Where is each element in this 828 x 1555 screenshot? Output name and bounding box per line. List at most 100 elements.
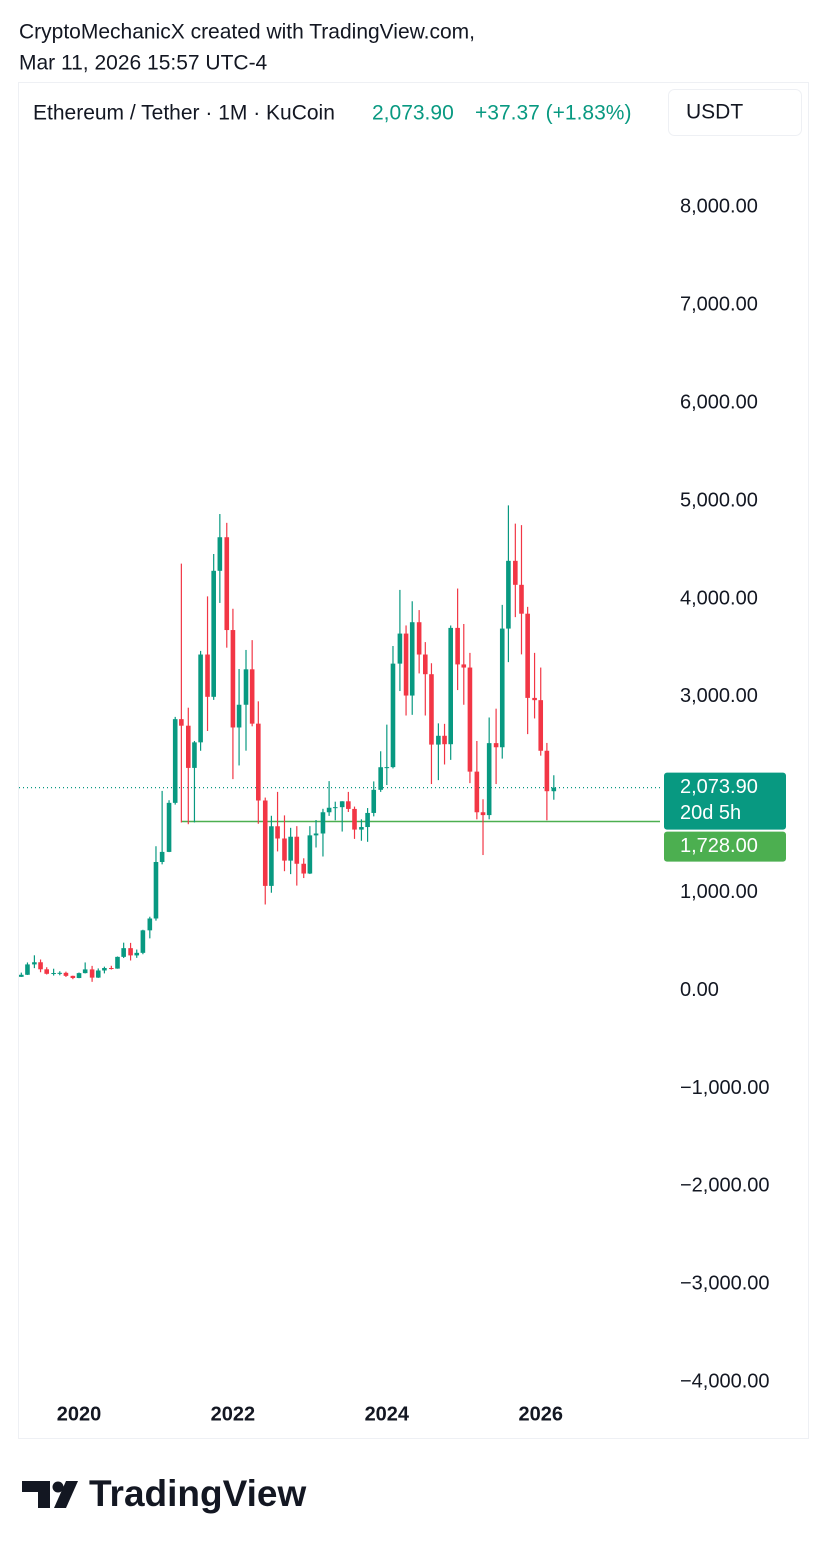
candle-body <box>544 750 550 792</box>
candle <box>467 652 473 784</box>
candle-body <box>455 627 460 665</box>
candle-body <box>159 851 165 862</box>
candle-body <box>256 723 261 801</box>
candle-body <box>38 962 43 970</box>
candle <box>179 563 184 823</box>
candle-body <box>519 584 524 614</box>
candle-body <box>82 969 88 974</box>
candle <box>230 608 236 780</box>
candle <box>519 525 524 655</box>
candle-body <box>95 970 101 978</box>
candle <box>499 604 505 759</box>
candle-body <box>416 622 422 655</box>
candle <box>352 806 357 839</box>
candle-body <box>307 835 313 874</box>
candle <box>262 797 268 905</box>
candle <box>95 968 101 978</box>
candle-body <box>320 812 326 834</box>
x-tick-label: 2026 <box>518 1403 563 1425</box>
candle-body <box>230 630 236 728</box>
symbol-label: Ethereum / Tether · 1M · KuCoin <box>33 102 335 125</box>
candle <box>249 640 255 727</box>
candle-body <box>115 956 120 969</box>
candle-body <box>25 964 30 975</box>
candle <box>82 962 88 974</box>
candle <box>172 716 178 805</box>
candle-body <box>493 743 499 748</box>
candle <box>384 724 390 786</box>
y-tick-label: 1,000.00 <box>680 881 758 903</box>
candle <box>480 799 486 856</box>
candle <box>429 663 434 785</box>
candle <box>192 740 197 823</box>
candle-body <box>365 812 370 828</box>
candle-body <box>121 948 126 957</box>
candle-body <box>429 674 434 745</box>
candle <box>294 826 300 886</box>
candle-body <box>282 838 287 861</box>
chart-frame <box>18 82 809 1439</box>
candle-body <box>448 627 453 745</box>
candle <box>301 858 307 879</box>
candle-body <box>236 704 242 728</box>
candle-body <box>339 801 345 808</box>
candle <box>474 740 480 820</box>
candle-body <box>224 537 230 631</box>
candle-body <box>461 664 467 668</box>
candle <box>403 625 409 716</box>
y-tick-label: −4,000.00 <box>680 1371 770 1393</box>
y-tick-label: 7,000.00 <box>680 294 758 316</box>
candle <box>326 781 332 816</box>
plot-area: −4,000.00 −3,000.00 −2,000.00 −1,000.00 0.00… <box>19 196 786 1425</box>
candle-body <box>269 826 274 886</box>
candle <box>442 723 447 765</box>
x-tick-label: 2022 <box>211 1403 256 1425</box>
candle-body <box>51 973 56 975</box>
candle <box>506 505 511 663</box>
candle <box>256 701 261 824</box>
candle-body <box>70 975 76 979</box>
candle <box>455 588 460 691</box>
candle <box>513 523 518 618</box>
candle <box>551 775 557 800</box>
candle <box>185 707 191 825</box>
x-tick-label: 2024 <box>365 1403 410 1425</box>
candle-body <box>275 826 280 839</box>
candle <box>76 972 82 979</box>
candle <box>70 975 76 980</box>
level-label: 1,728.00 <box>680 835 758 857</box>
candle-body <box>128 948 133 956</box>
candle-body <box>198 654 203 743</box>
candle-body <box>32 962 37 965</box>
candle-body <box>436 735 441 745</box>
candle <box>159 790 165 865</box>
candle-body <box>140 930 146 953</box>
candle-body <box>166 802 172 852</box>
candle-body <box>486 743 492 816</box>
price-label: 2,073.90 <box>680 776 758 798</box>
currency-button[interactable] <box>668 89 802 136</box>
candle-body <box>102 968 107 971</box>
candle-body <box>217 537 223 571</box>
candle-body <box>89 969 95 978</box>
candle <box>128 942 133 961</box>
currency-label: USDT <box>686 101 743 124</box>
candle <box>147 916 153 939</box>
candle <box>38 959 43 973</box>
candle <box>461 623 467 705</box>
candle-body <box>538 700 544 751</box>
candle-body <box>205 654 210 697</box>
candle <box>275 791 280 852</box>
candle-body <box>525 613 530 698</box>
last-price: 2,073.90 <box>372 102 454 125</box>
candle <box>332 801 338 821</box>
candle <box>365 808 370 842</box>
candle-body <box>134 952 140 956</box>
candle <box>409 601 415 715</box>
candle-body <box>480 812 486 816</box>
candle-body <box>313 833 319 836</box>
candle <box>205 596 210 731</box>
candle <box>115 956 120 969</box>
candle-body <box>288 836 293 861</box>
